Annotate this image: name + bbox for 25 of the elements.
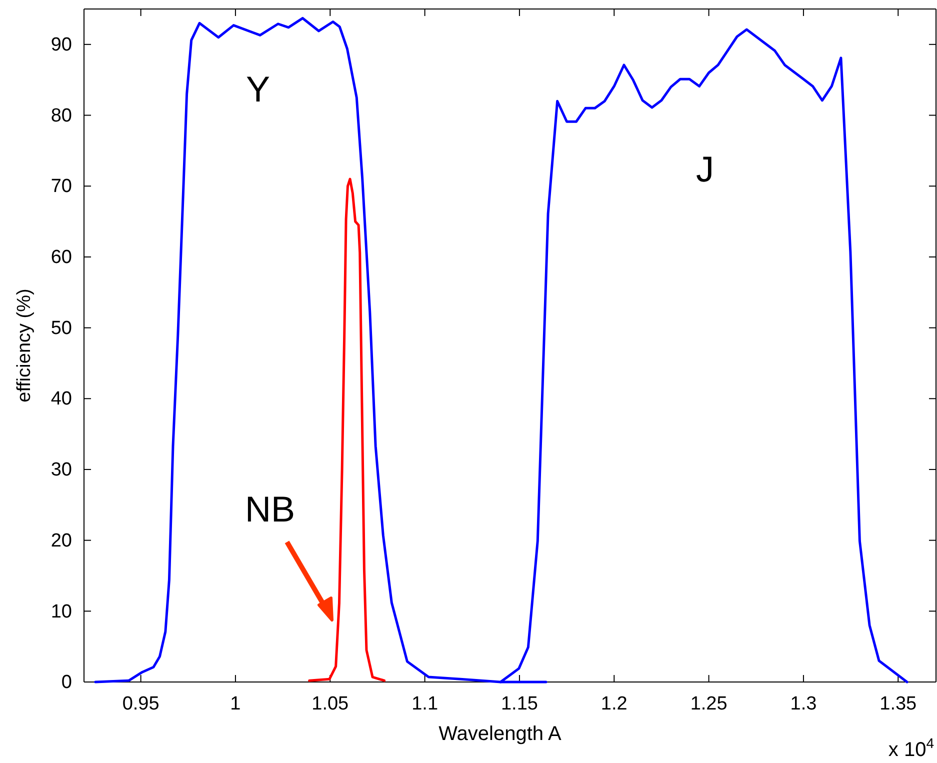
y-tick-label: 90 [50, 34, 72, 56]
y-tick-label: 60 [50, 247, 72, 268]
y-tick-label: 20 [50, 530, 72, 552]
series-label: J [696, 148, 714, 190]
x-tick-label: 1.05 [312, 693, 349, 714]
y-tick-label: 40 [50, 388, 72, 410]
y-tick-label: 30 [50, 460, 72, 481]
x-tick-label: 1.1 [412, 693, 438, 714]
y-tick-label: 80 [50, 105, 72, 126]
text: x 10$^{4}$ [888, 735, 934, 761]
series-label: NB [244, 488, 296, 530]
series-label: Y [246, 68, 270, 110]
y-tick-label: 0 [61, 672, 72, 694]
x-tick-label: 1.3 [790, 693, 817, 714]
y-tick-label: 10 [50, 601, 72, 622]
x-axis-title: Wavelength A [438, 723, 562, 745]
x-tick-label: 1.25 [690, 693, 728, 714]
y-tick-label: 70 [50, 176, 72, 198]
x-tick-label: 1.35 [880, 693, 917, 714]
x-tick-label: 0.95 [122, 693, 160, 714]
x-tick-label: 1.2 [600, 693, 628, 714]
x-tick-label: 1.15 [500, 693, 538, 714]
x-tick-label: 1 [230, 693, 241, 714]
y-tick-label: 50 [50, 318, 72, 339]
y-axis-title: efficiency (%) [14, 288, 35, 402]
